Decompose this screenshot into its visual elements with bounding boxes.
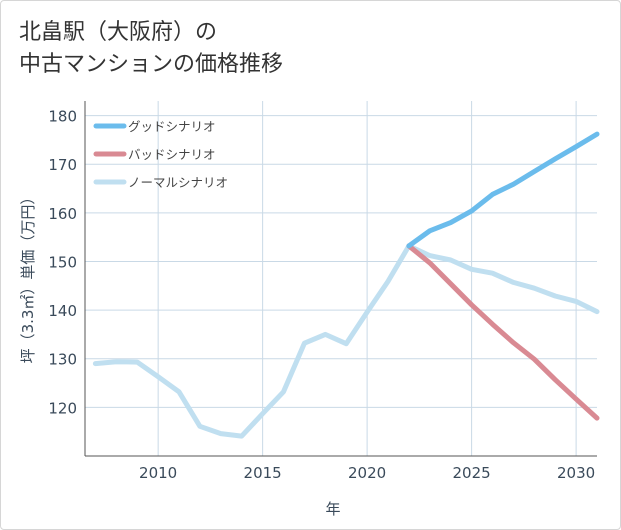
x-axis-label: 年 bbox=[325, 500, 340, 518]
series-lines bbox=[92, 131, 600, 439]
tick-labels: 120 130 140 150 160 170 180 2010 2015 2020 2025 203… bbox=[48, 108, 595, 482]
y-axis-label: 坪（3.3㎡）単価（万円） bbox=[19, 190, 37, 364]
legend-label--: グッドシナリオ bbox=[128, 119, 216, 134]
legend-label--: ノーマルシナリオ bbox=[128, 175, 228, 190]
x-tick-2030: 2030 bbox=[557, 464, 595, 482]
legend-label--: バッドシナリオ bbox=[128, 147, 216, 162]
y-tick-130: 130 bbox=[48, 351, 77, 369]
axes bbox=[84, 101, 597, 457]
series-line-- bbox=[406, 131, 600, 249]
y-tick-140: 140 bbox=[48, 302, 77, 320]
y-tick-170: 170 bbox=[48, 156, 77, 174]
y-tick-180: 180 bbox=[48, 108, 77, 126]
y-tick-160: 160 bbox=[48, 205, 77, 223]
y-tick-120: 120 bbox=[48, 399, 77, 417]
series-line-- bbox=[406, 243, 600, 421]
chart-title-line-1: 北畠駅（大阪府）の bbox=[19, 20, 218, 45]
series-line-- bbox=[92, 243, 600, 439]
x-tick-2025: 2025 bbox=[453, 464, 491, 482]
x-tick-2010: 2010 bbox=[139, 464, 177, 482]
x-tick-2020: 2020 bbox=[348, 464, 386, 482]
chart-title: 北畠駅（大阪府）の 中古マンションの価格推移 bbox=[19, 17, 283, 81]
chart-title-line-2: 中古マンションの価格推移 bbox=[19, 52, 284, 77]
grid-lines bbox=[85, 101, 597, 456]
x-tick-2015: 2015 bbox=[244, 464, 282, 482]
y-tick-150: 150 bbox=[48, 253, 77, 271]
